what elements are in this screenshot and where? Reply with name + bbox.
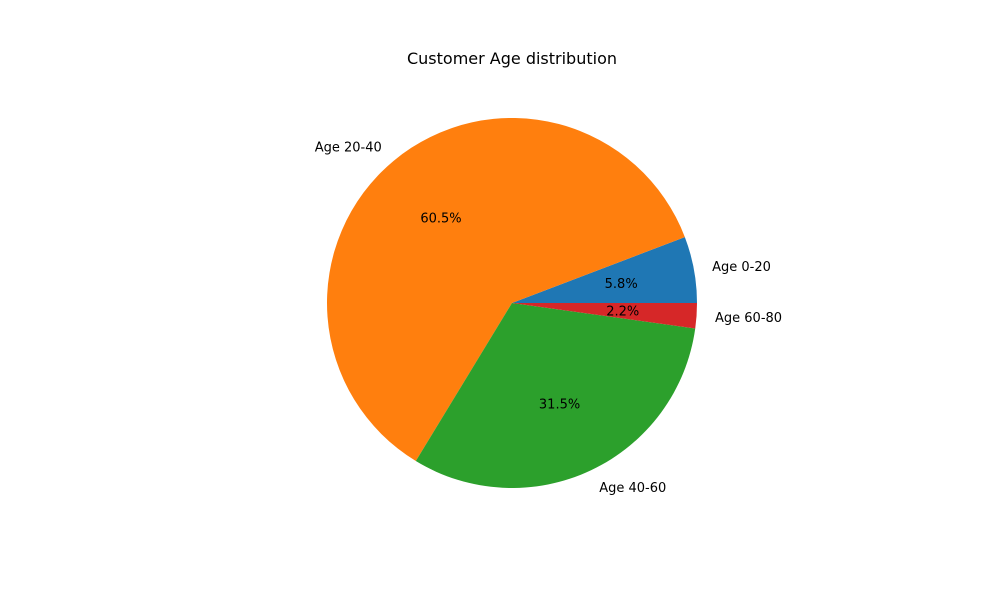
percentage-labels: 5.8% 60.5% 31.5% 2.2% [420, 212, 639, 413]
slice-label-age-40-60: Age 40-60 [599, 481, 666, 496]
chart-title: Customer Age distribution [407, 49, 617, 68]
pct-label-age-20-40: 60.5% [420, 212, 461, 227]
pct-label-age-60-80: 2.2% [606, 305, 639, 320]
pie-slice-age-0-20 [512, 237, 697, 303]
pie-slice-age-20-40 [327, 117, 685, 462]
pie-slice-age-40-60 [415, 303, 696, 488]
slice-labels: Age 0-20 Age 20-40 Age 40-60 Age 60-80 [315, 141, 782, 496]
pct-label-age-0-20: 5.8% [605, 277, 638, 292]
slice-label-age-60-80: Age 60-80 [715, 311, 782, 326]
pct-label-age-40-60: 31.5% [539, 397, 580, 412]
pie-slice-age-60-80 [512, 303, 697, 329]
slice-label-age-0-20: Age 0-20 [712, 260, 771, 275]
pie-slices [327, 117, 697, 488]
slice-label-age-20-40: Age 20-40 [315, 141, 382, 156]
